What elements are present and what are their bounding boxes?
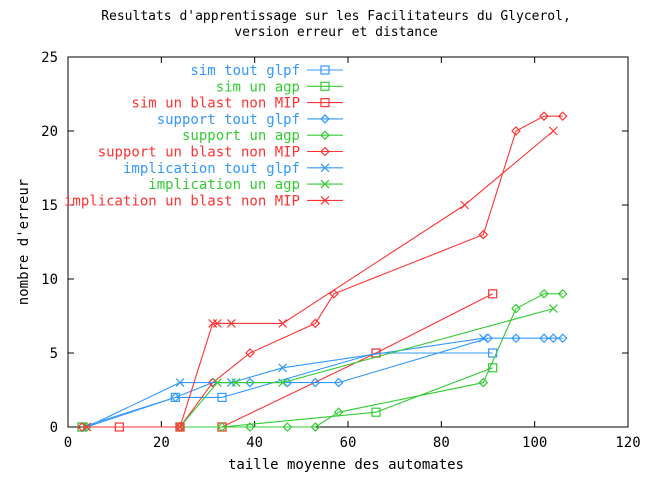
legend-label: sim tout glpf [190, 63, 300, 79]
legend-label: implication un blast non MIP [64, 193, 300, 209]
data-point [82, 422, 92, 432]
x-tick-label: 20 [153, 435, 170, 451]
series-line [86, 308, 554, 428]
data-point [371, 407, 381, 417]
series-line [86, 337, 563, 428]
data-point [511, 126, 521, 136]
data-point [212, 318, 222, 328]
data-point [226, 318, 236, 328]
data-point [278, 378, 288, 388]
legend-label: support un blast non MIP [98, 145, 300, 161]
legend-marker [320, 81, 330, 91]
data-point [548, 333, 559, 344]
legend-marker [320, 130, 330, 141]
x-axis-label: taille moyenne des automates [228, 457, 464, 473]
legend-marker [320, 195, 330, 205]
x-tick-label: 40 [246, 435, 263, 451]
data-point [217, 392, 227, 402]
x-tick-label: 60 [340, 435, 357, 451]
data-point [539, 288, 549, 299]
y-tick-label: 5 [50, 346, 58, 362]
chart-title-line-1: Resultats d'apprentissage sur les Facili… [101, 9, 571, 24]
data-point [333, 377, 344, 388]
x-tick-label: 120 [615, 435, 640, 451]
legend-label: implication tout glpf [123, 161, 300, 177]
chart-title-line-2: version erreur et distance [234, 25, 438, 40]
legend-label: support un agp [182, 128, 300, 144]
data-point [245, 377, 255, 388]
data-point [170, 392, 181, 403]
y-axis-label: nombre d'erreur [16, 179, 32, 305]
data-point [310, 318, 321, 329]
series-line [82, 115, 563, 428]
series-line [86, 130, 554, 428]
x-tick-label: 100 [522, 435, 547, 451]
data-point [231, 378, 241, 388]
data-point [557, 288, 568, 299]
legend-label: support tout glpf [157, 112, 300, 128]
legend-marker [320, 97, 330, 108]
series-line [82, 367, 493, 428]
series-1 [77, 363, 498, 432]
x-tick-label: 0 [64, 435, 72, 451]
series-5 [77, 111, 568, 432]
series-8 [82, 126, 558, 432]
data-point [310, 422, 321, 432]
series-line [119, 293, 493, 428]
data-point [175, 422, 185, 432]
legend-marker [320, 65, 330, 75]
y-tick-label: 20 [41, 124, 58, 140]
series-layer [77, 111, 568, 432]
y-tick-label: 10 [41, 272, 58, 288]
legend-marker [320, 179, 330, 189]
data-point [557, 111, 568, 122]
axis-ticks: 0 20 40 60 80 100 120 0 5 10 15 20 25 [41, 50, 641, 451]
legend-marker [320, 163, 330, 173]
y-tick-label: 0 [50, 420, 58, 436]
data-point [548, 304, 558, 314]
data-point [478, 229, 489, 240]
data-point [478, 333, 488, 343]
data-point [548, 126, 558, 136]
series-line [81, 352, 493, 428]
legend-marker [320, 146, 330, 157]
data-point [245, 348, 255, 358]
legend-label: implication un agp [148, 177, 300, 193]
data-point [511, 333, 521, 344]
data-point [488, 363, 498, 373]
data-point [175, 378, 185, 388]
y-tick-label: 25 [41, 50, 58, 66]
data-point [175, 422, 185, 432]
data-point [278, 363, 288, 373]
data-point [488, 289, 498, 299]
legend-label: sim un agp [216, 79, 300, 95]
data-point [539, 111, 549, 122]
y-tick-label: 15 [41, 198, 58, 214]
data-point [539, 333, 549, 344]
data-point [310, 377, 321, 388]
data-point [212, 378, 222, 388]
series-2 [114, 289, 498, 432]
data-point [333, 407, 344, 418]
series-line [86, 293, 563, 428]
series-4 [81, 288, 568, 432]
data-point [329, 288, 339, 299]
data-point [245, 422, 255, 432]
data-point [557, 333, 568, 344]
x-tick-label: 80 [433, 435, 450, 451]
legend-label: sim un blast non MIP [131, 96, 300, 112]
data-point [282, 422, 293, 432]
data-point [511, 303, 521, 314]
data-point [278, 318, 288, 328]
data-point [478, 377, 489, 388]
legend-marker [320, 114, 330, 124]
data-point [217, 422, 227, 432]
data-point [460, 200, 470, 210]
